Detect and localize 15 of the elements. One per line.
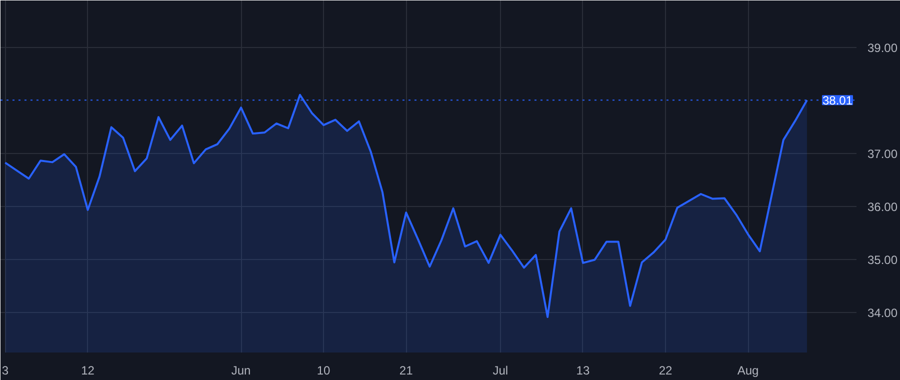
y-tick-label: 37.00 — [868, 147, 898, 162]
x-tick-label: 21 — [399, 364, 414, 378]
x-tick-label: 12 — [81, 364, 95, 378]
y-tick-label: 39.00 — [868, 41, 898, 56]
x-tick-label: 13 — [576, 364, 590, 378]
x-tick-label: 22 — [658, 364, 672, 378]
x-tick-label: Jul — [492, 364, 508, 378]
x-tick-label: Jun — [231, 364, 251, 378]
y-tick-label: 35.00 — [868, 253, 898, 268]
x-tick-label: 10 — [316, 364, 331, 378]
y-tick-label: 36.00 — [868, 200, 898, 214]
x-tick-label: Aug — [737, 364, 759, 378]
y-tick-label: 34.00 — [868, 306, 898, 320]
ref-line-label: 38.01 — [822, 94, 853, 108]
x-tick-label: 3 — [2, 364, 9, 378]
